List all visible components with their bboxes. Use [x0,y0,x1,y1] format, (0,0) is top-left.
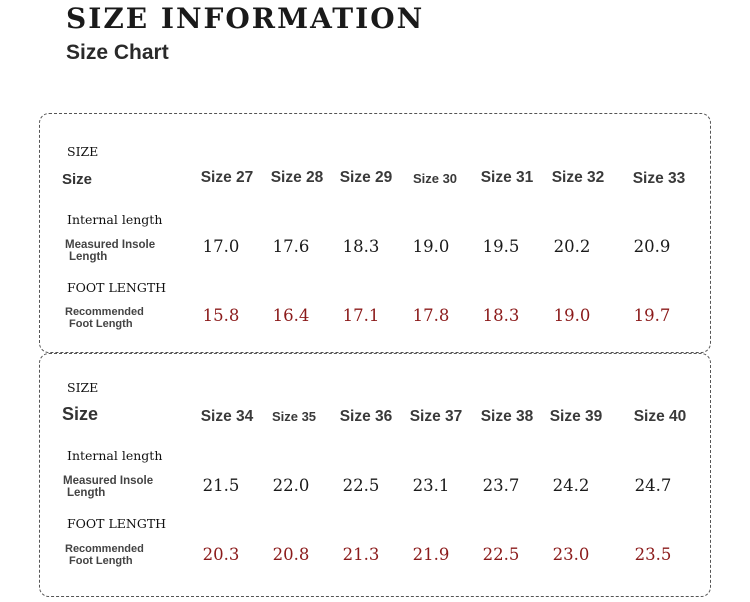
insole-value: 23.1 [412,476,450,495]
insole-value: 24.2 [552,476,590,495]
measured-insole-label-line1: Measured Insole [65,239,156,251]
recommended-label-line2: Foot Length [69,555,133,567]
foot-length-label: FOOT LENGTH [67,516,167,531]
size-header: Size 33 [632,170,686,187]
insole-value: 19.5 [482,237,520,256]
size-header: Size 39 [549,408,603,425]
foot-length-value: 21.3 [342,545,380,564]
size-table-2: SIZE Size Internal length Measured Insol… [39,353,711,597]
internal-length-label: Internal length [67,212,163,227]
foot-length-value: 15.8 [202,306,240,325]
foot-length-value: 22.5 [482,545,520,564]
size-header: Size 35 [271,409,317,424]
size-header: Size 40 [633,408,687,425]
size-header: Size 30 [412,171,458,186]
size-header: Size 36 [339,408,393,425]
insole-value: 22.5 [342,476,380,495]
foot-length-value: 23.0 [552,545,590,564]
size-header: Size 38 [480,408,534,425]
foot-length-value: 21.9 [412,545,450,564]
foot-length-value: 16.4 [272,306,310,325]
measured-insole-label-line2: Length [69,251,108,263]
recommended-label-line1: Recommended [65,543,144,555]
size-header: Size 34 [200,408,254,425]
insole-value: 24.7 [634,476,672,495]
page-subtitle: Size Chart [66,41,169,64]
foot-length-value: 19.7 [633,306,671,325]
size-label: Size [62,171,93,188]
size-caps-label: SIZE [67,144,99,159]
foot-length-value: 18.3 [482,306,520,325]
size-table-1: SIZE Size Internal length Measured Insol… [39,113,711,353]
size-header: Size 28 [270,169,324,186]
page-title: SIZE INFORMATION [66,2,425,35]
insole-value: 20.9 [633,237,671,256]
insole-value: 23.7 [482,476,520,495]
internal-length-label: Internal length [67,448,163,463]
insole-value: 21.5 [202,476,240,495]
foot-length-value: 19.0 [553,306,591,325]
recommended-label: Recommended Foot Length [65,543,185,567]
insole-value: 22.0 [272,476,310,495]
size-header: Size 37 [409,408,463,425]
insole-value: 18.3 [342,237,380,256]
size-header: Size 31 [480,169,534,186]
recommended-label: Recommended Foot Length [65,306,185,330]
size-header: Size 29 [339,169,393,186]
measured-insole-label-line1: Measured Insole [63,475,154,487]
measured-insole-label-line2: Length [67,487,106,499]
measured-insole-label: Measured Insole Length [63,475,183,499]
recommended-label-line1: Recommended [65,306,144,318]
size-header: Size 32 [551,169,605,186]
insole-value: 20.2 [553,237,591,256]
size-label: Size [62,404,99,424]
size-caps-label: SIZE [67,380,99,395]
foot-length-value: 23.5 [634,545,672,564]
recommended-label-line2: Foot Length [69,318,133,330]
size-header: Size 27 [200,169,254,186]
insole-value: 17.6 [272,237,310,256]
foot-length-value: 17.1 [342,306,380,325]
foot-length-value: 20.3 [202,545,240,564]
insole-value: 17.0 [202,237,240,256]
measured-insole-label: Measured Insole Length [65,239,185,263]
foot-length-value: 20.8 [272,545,310,564]
foot-length-label: FOOT LENGTH [67,280,167,295]
insole-value: 19.0 [412,237,450,256]
foot-length-value: 17.8 [412,306,450,325]
